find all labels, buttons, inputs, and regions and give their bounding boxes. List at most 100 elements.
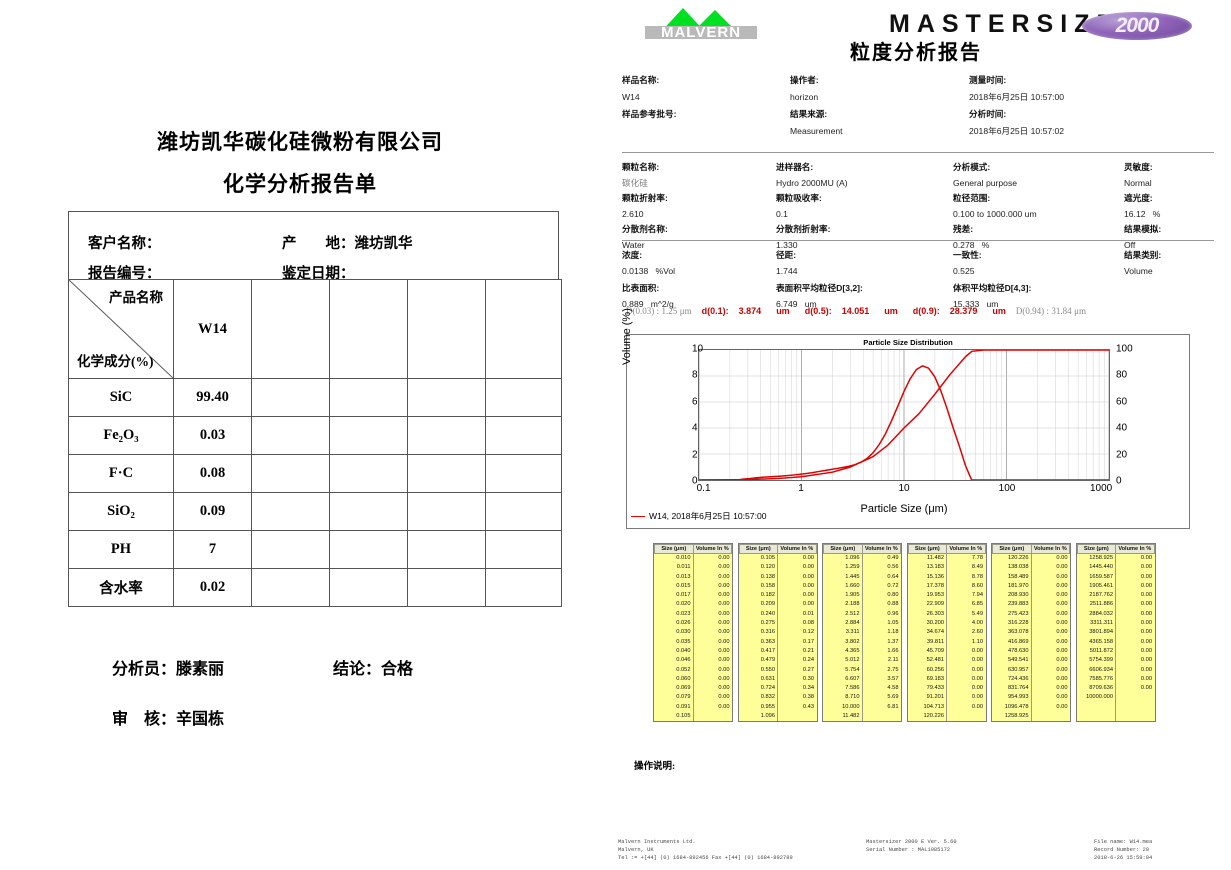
volume-cell: 0.00 [1056, 601, 1068, 608]
table-row: 0.023 0.00 [654, 609, 732, 620]
empty-header-cell [485, 279, 562, 379]
empty-cell [407, 568, 486, 607]
size-cell: 0.035 [654, 637, 694, 647]
d01-label: d(0.1): [701, 306, 729, 316]
volume-cell: 0.00 [1056, 685, 1068, 692]
size-cell: 79.433 [908, 684, 947, 694]
param-value: Volume [1124, 265, 1153, 276]
table-row: 15.136 8.78 [908, 572, 985, 582]
table-row: 0.240 0.01 [739, 609, 816, 620]
row-value: 0.08 [173, 454, 252, 493]
table-row: 10.000 6.81 [823, 702, 901, 713]
volume-cell: 8.78 [971, 573, 983, 580]
size-cell: 316.228 [992, 619, 1032, 629]
volume-cell: 0.00 [718, 675, 730, 682]
measure-time-value: 2018年6月25日 10:57:00 [969, 92, 1065, 102]
volume-cell: 7.78 [971, 555, 983, 561]
size-cell: 3801.894 [1077, 628, 1116, 638]
legend-label: W14, 2018年6月25日 10:57:00 [649, 511, 767, 521]
empty-cell [251, 454, 330, 493]
size-cell: 0.069 [654, 684, 694, 694]
size-cell: 1659.587 [1077, 572, 1116, 582]
table-row: 1.096 0.49 [823, 553, 901, 564]
table-row: 0.209 0.00 [739, 600, 816, 610]
table-row: 363.078 0.00 [992, 628, 1070, 638]
empty-cell [485, 378, 562, 417]
param-label: 颗粒吸收率: [776, 193, 822, 203]
volume-cell: 0.00 [1140, 657, 1152, 664]
volume-cell: 0.00 [971, 694, 983, 701]
malvern-logo: MALVERN [645, 2, 757, 42]
volume-cell: 5.69 [887, 694, 899, 701]
table-row [1077, 702, 1154, 713]
volume-cell: 1.10 [971, 638, 983, 645]
size-cell: 0.550 [739, 665, 778, 675]
size-cell: 5.012 [823, 656, 863, 666]
empty-header-cell [251, 279, 330, 379]
table-row: 60.256 0.00 [908, 665, 985, 675]
empty-cell [251, 530, 330, 569]
footer-line: Malvern Instruments Ltd. [618, 839, 696, 845]
size-cell: 0.052 [654, 665, 694, 675]
volume-cell: 0.00 [718, 592, 730, 599]
size-cell: 2.188 [823, 600, 863, 610]
size-distribution-table: Size (μm) Volume In % 0.105 0.00 0.120 0.00 0.… [737, 543, 818, 723]
row-value: 7 [173, 530, 252, 569]
volume-cell: 0.00 [718, 601, 730, 608]
param-label: 分散剂折射率: [776, 224, 831, 234]
volume-cell: 0.00 [718, 555, 730, 561]
empty-cell [485, 492, 562, 531]
param-label: 结果模拟: [1124, 224, 1162, 234]
table-row: 158.489 0.00 [992, 572, 1070, 582]
param-value: 15.333 um [953, 298, 999, 309]
volume-cell: 0.00 [1140, 573, 1152, 580]
volume-cell: 1.05 [887, 620, 899, 627]
volume-cell: 0.00 [1140, 647, 1152, 654]
size-cell: 0.479 [739, 656, 778, 666]
table-row: 2187.762 0.00 [1077, 591, 1154, 601]
d05-label: d(0.5): [804, 306, 832, 316]
size-cell: 630.957 [992, 665, 1032, 675]
table-row: 2.884 1.05 [823, 619, 901, 629]
table-row: 0.060 0.00 [654, 674, 732, 685]
sample-ref-label: 样品参考批号: [622, 109, 677, 119]
size-cell: 1.259 [823, 563, 863, 573]
size-cell: 60.256 [908, 665, 947, 675]
table-row: 0.079 0.00 [654, 693, 732, 703]
table-row: 11.482 [823, 712, 901, 722]
col-header-size: Size (μm) [654, 544, 694, 554]
size-cell: 10000.000 [1077, 693, 1116, 703]
size-cell: 69.183 [908, 674, 947, 685]
volume-cell: 2.60 [971, 629, 983, 636]
d01-value: 3.874 [738, 306, 762, 316]
volume-cell: 0.00 [1056, 592, 1068, 599]
customer-info-box [68, 211, 559, 279]
param-label: 浓度: [622, 250, 643, 260]
row-label: PH [68, 530, 174, 569]
size-cell: 1445.440 [1077, 563, 1116, 573]
table-corner-cell: 产品名称 化学成分(%) [68, 279, 174, 379]
document-title: 化学分析报告单 [223, 172, 377, 196]
size-cell: 45.709 [908, 646, 947, 657]
table-row: 3311.311 0.00 [1077, 619, 1154, 629]
param-label: 颗粒名称: [622, 162, 660, 172]
size-cell: 0.240 [739, 609, 778, 620]
table-row: 316.228 0.00 [992, 619, 1070, 629]
size-cell: 239.883 [992, 600, 1032, 610]
table-row: 416.869 0.00 [992, 637, 1070, 647]
volume-cell: 0.00 [1056, 694, 1068, 701]
size-cell: 2511.886 [1077, 600, 1116, 610]
volume-cell: 0.00 [971, 703, 983, 710]
d094-unit: μm [1074, 306, 1086, 316]
volume-cell: 0.00 [718, 694, 730, 701]
row-value: 0.09 [173, 492, 252, 531]
size-cell: 7585.776 [1077, 674, 1116, 685]
volume-cell: 0.00 [718, 638, 730, 645]
size-cell: 19.953 [908, 591, 947, 601]
table-row: 0.015 0.00 [654, 581, 732, 592]
chart-x-tick: 1 [798, 483, 804, 494]
volume-cell: 0.00 [718, 629, 730, 636]
size-cell: 1.660 [823, 581, 863, 592]
table-row: 239.883 0.00 [992, 600, 1070, 610]
size-cell: 1096.478 [992, 702, 1032, 713]
